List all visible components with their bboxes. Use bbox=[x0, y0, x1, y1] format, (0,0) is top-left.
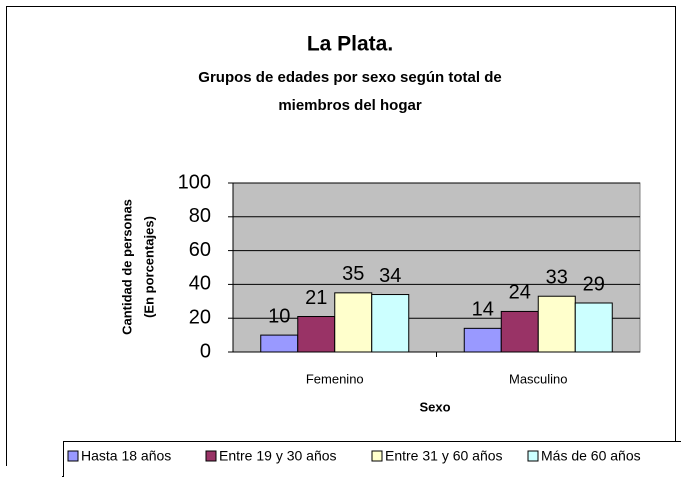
bar bbox=[260, 334, 299, 353]
legend-swatch bbox=[205, 450, 217, 462]
chart-title: La Plata. bbox=[307, 33, 393, 56]
y-tick-label: 80 bbox=[189, 205, 211, 227]
bar bbox=[574, 302, 613, 353]
bar bbox=[334, 292, 373, 353]
y-tick-label: 100 bbox=[178, 171, 211, 193]
mask bbox=[0, 466, 62, 477]
x-tick-label: Femenino bbox=[306, 371, 364, 386]
legend-swatch bbox=[371, 450, 383, 462]
bar bbox=[297, 316, 336, 353]
x-tick-label: Masculino bbox=[509, 371, 568, 386]
y-tick-label: 20 bbox=[189, 306, 211, 328]
legend-label: Entre 19 y 30 años bbox=[219, 448, 337, 464]
value-label: 10 bbox=[268, 305, 290, 327]
chart-subtitle: miembros del hogar bbox=[278, 97, 422, 114]
y-axis-label: (En porcentajes) bbox=[141, 216, 156, 318]
legend-label: Entre 31 y 60 años bbox=[385, 448, 503, 464]
legend-label: Más de 60 años bbox=[541, 448, 641, 464]
value-label: 33 bbox=[546, 267, 568, 289]
legend-swatch bbox=[527, 450, 539, 462]
bar bbox=[537, 295, 576, 353]
y-tick-label: 60 bbox=[189, 239, 211, 261]
value-label: 35 bbox=[342, 263, 364, 285]
chart-subtitle: Grupos de edades por sexo según total de bbox=[198, 69, 501, 86]
value-label: 34 bbox=[379, 265, 401, 287]
value-label: 29 bbox=[583, 273, 605, 295]
x-axis-label: Sexo bbox=[419, 399, 450, 414]
bar bbox=[500, 310, 539, 353]
y-axis-label: Cantidad de personas bbox=[119, 199, 134, 335]
value-label: 24 bbox=[509, 282, 531, 304]
value-label: 14 bbox=[472, 299, 494, 321]
y-tick-label: 40 bbox=[189, 273, 211, 295]
bar bbox=[371, 294, 410, 353]
bar bbox=[463, 327, 502, 353]
value-label: 21 bbox=[305, 287, 327, 309]
y-tick-label: 0 bbox=[200, 340, 211, 362]
legend-box bbox=[63, 441, 681, 477]
legend-swatch bbox=[67, 450, 79, 462]
legend-label: Hasta 18 años bbox=[81, 448, 171, 464]
